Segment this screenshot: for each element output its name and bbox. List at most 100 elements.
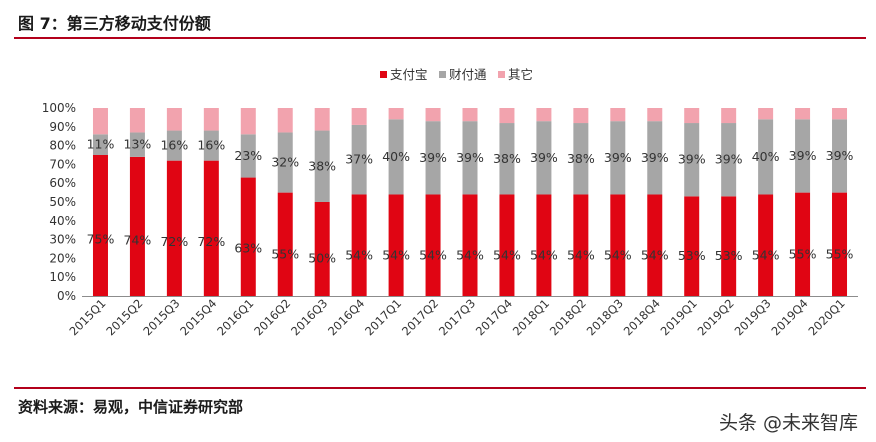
- bar-segment: [203, 130, 219, 161]
- bar-segment: [129, 156, 145, 296]
- figure-title: 图 7：第三方移动支付份额: [18, 14, 211, 33]
- data-label: 54%: [641, 247, 669, 262]
- y-tick-label: 50%: [49, 195, 76, 209]
- data-label: 53%: [678, 248, 706, 263]
- bar-segment: [240, 108, 256, 135]
- bar-segment: [129, 132, 145, 157]
- data-label: 54%: [567, 247, 595, 262]
- y-tick-label: 80%: [49, 139, 76, 153]
- bar-segment: [721, 123, 737, 197]
- x-tick-label: 2019Q2: [695, 296, 737, 338]
- bar-segment: [240, 177, 256, 296]
- legend-label: 财付通: [449, 67, 487, 82]
- y-tick-label: 60%: [49, 176, 76, 190]
- bar-segment: [832, 119, 848, 193]
- bar-segment: [462, 108, 478, 122]
- source-note: 资料来源：易观，中信证券研究部: [18, 398, 244, 416]
- bar-segment: [203, 160, 219, 296]
- x-tick-label: 2017Q2: [399, 296, 441, 338]
- bar-segment: [721, 108, 737, 124]
- data-label: 40%: [382, 149, 410, 164]
- data-label: 23%: [234, 148, 262, 163]
- bar-segment: [610, 121, 626, 195]
- watermark: 头条 @未来智库: [718, 412, 858, 434]
- data-label: 38%: [493, 151, 521, 166]
- bar-segment: [536, 108, 552, 122]
- bar-segment: [388, 108, 404, 120]
- data-label: 39%: [641, 150, 669, 165]
- bar-segment: [499, 108, 515, 124]
- bar-segment: [203, 108, 219, 131]
- data-label: 75%: [87, 232, 115, 247]
- x-tick-label: 2015Q2: [103, 296, 145, 338]
- data-label: 16%: [160, 138, 188, 153]
- bar-segment: [573, 194, 589, 296]
- bar-segment: [129, 108, 145, 133]
- y-tick-label: 40%: [49, 214, 76, 228]
- data-label: 74%: [124, 232, 152, 247]
- bar-segment: [647, 108, 663, 122]
- bar-segment: [314, 202, 330, 296]
- x-tick-label: 2019Q3: [732, 296, 774, 338]
- data-label: 13%: [124, 137, 152, 152]
- data-label: 54%: [604, 247, 632, 262]
- data-label: 39%: [715, 152, 743, 167]
- x-tick-label: 2016Q1: [214, 296, 256, 338]
- data-label: 39%: [530, 150, 558, 165]
- bar-segment: [92, 134, 108, 155]
- data-label: 63%: [234, 241, 262, 256]
- y-tick-label: 100%: [42, 101, 76, 115]
- bar-segment: [92, 155, 108, 296]
- data-label: 37%: [345, 152, 373, 167]
- bar-segment: [351, 194, 367, 296]
- bar-segment: [166, 160, 182, 296]
- data-label: 38%: [308, 158, 336, 173]
- bar-segment: [610, 108, 626, 122]
- x-tick-label: 2016Q3: [288, 296, 330, 338]
- top-rule: [14, 37, 866, 39]
- bar-segment: [277, 108, 293, 133]
- data-label: 54%: [493, 247, 521, 262]
- legend-label: 支付宝: [390, 67, 428, 82]
- x-tick-label: 2015Q4: [177, 296, 219, 338]
- data-label: 50%: [308, 250, 336, 265]
- data-label: 32%: [271, 155, 299, 170]
- bar-segment: [92, 108, 108, 135]
- bar-segment: [499, 123, 515, 195]
- bar-segment: [647, 121, 663, 195]
- x-tick-label: 2018Q4: [621, 296, 663, 338]
- data-label: 11%: [87, 137, 115, 152]
- data-label: 39%: [678, 152, 706, 167]
- bar-segment: [536, 121, 552, 195]
- bar-segment: [351, 124, 367, 195]
- x-axis: 2015Q12015Q22015Q32015Q42016Q12016Q22016…: [66, 296, 858, 338]
- bar-segment: [758, 194, 774, 296]
- legend-swatch: [380, 71, 387, 78]
- x-tick-label: 2015Q3: [140, 296, 182, 338]
- bar-segment: [314, 108, 330, 131]
- data-label: 72%: [160, 234, 188, 249]
- data-label: 55%: [826, 247, 854, 262]
- x-tick-label: 2019Q1: [658, 296, 700, 338]
- bar-segment: [277, 132, 293, 193]
- x-tick-label: 2016Q2: [251, 296, 293, 338]
- bar-segment: [684, 196, 700, 296]
- x-tick-label: 2017Q4: [473, 296, 515, 338]
- data-label: 39%: [826, 148, 854, 163]
- data-label: 54%: [456, 247, 484, 262]
- bar-segment: [536, 194, 552, 296]
- bar-segment: [351, 108, 367, 125]
- bar-segment: [573, 108, 589, 124]
- data-label: 54%: [419, 247, 447, 262]
- data-label: 39%: [789, 148, 817, 163]
- data-label: 54%: [382, 247, 410, 262]
- data-label: 39%: [604, 150, 632, 165]
- bar-segment: [425, 194, 441, 296]
- data-label: 54%: [530, 247, 558, 262]
- bar-segment: [462, 121, 478, 195]
- data-label: 54%: [752, 247, 780, 262]
- bar-segment: [388, 119, 404, 195]
- x-tick-label: 2017Q1: [362, 296, 404, 338]
- bar-segment: [832, 192, 848, 296]
- bar-segment: [573, 123, 589, 195]
